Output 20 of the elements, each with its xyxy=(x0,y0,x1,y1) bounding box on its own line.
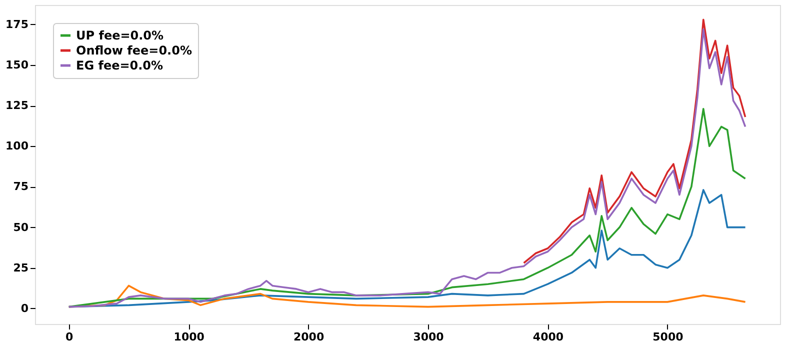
line-series xyxy=(68,28,746,308)
legend-label: Onflow fee=0.0% xyxy=(76,44,192,58)
line-series xyxy=(68,108,746,308)
x-tick-label: 1000 xyxy=(174,330,205,344)
line-series xyxy=(522,18,746,264)
y-tick-label: 50 xyxy=(13,220,29,234)
x-tick-label: 2000 xyxy=(294,330,324,344)
x-tick-label: 0 xyxy=(66,330,74,344)
x-tick-label: 5000 xyxy=(652,330,684,344)
legend-label: EG fee=0.0% xyxy=(76,58,164,72)
legend-label: UP fee=0.0% xyxy=(76,28,164,42)
y-tick-label: 75 xyxy=(13,180,28,194)
y-tick-label: 100 xyxy=(6,140,29,153)
y-tick-label: 175 xyxy=(6,18,28,31)
y-tick-label: 0 xyxy=(20,302,29,315)
y-tick-label: 25 xyxy=(13,261,28,274)
x-tick-label: 4000 xyxy=(532,330,564,344)
y-tick-label: 125 xyxy=(6,99,28,112)
y-tick-label: 150 xyxy=(6,58,29,72)
x-tick-label: 3000 xyxy=(413,330,444,344)
